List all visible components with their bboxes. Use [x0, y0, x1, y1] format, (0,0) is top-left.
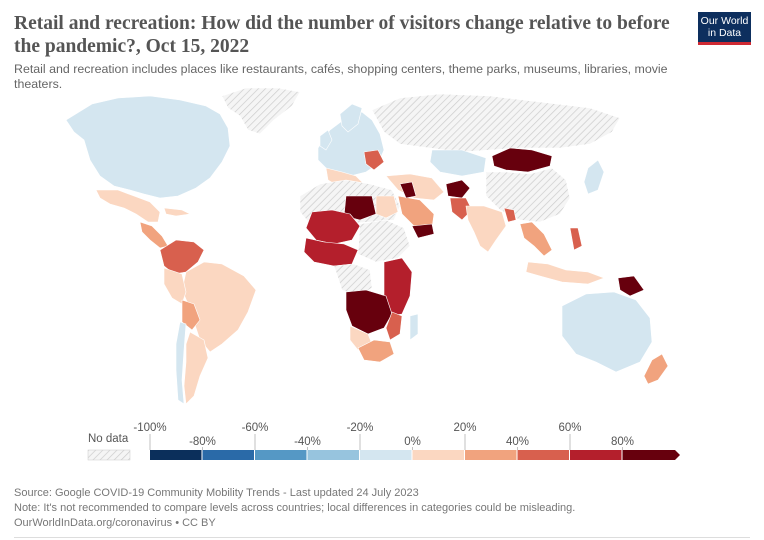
region-mexico[interactable]: [95, 189, 161, 223]
legend-tick-label: -100%: [133, 422, 166, 434]
region-venezuela-colombia[interactable]: [159, 239, 205, 275]
region-angola-zambia[interactable]: [345, 289, 393, 335]
legend-bins: [150, 450, 680, 460]
region-argentina[interactable]: [183, 331, 209, 405]
region-europe-east[interactable]: [363, 149, 385, 171]
region-mozambique[interactable]: [385, 311, 403, 341]
region-central-america[interactable]: [139, 221, 169, 249]
region-scandinavia[interactable]: [339, 103, 363, 133]
world-map: [65, 87, 669, 405]
region-yemen[interactable]: [411, 223, 435, 239]
legend-tick-label: -20%: [347, 422, 374, 434]
region-russia[interactable]: [371, 93, 621, 153]
region-egypt[interactable]: [375, 195, 399, 219]
legend-tick-label: 0%: [404, 436, 421, 448]
legend-tick-label: -60%: [242, 422, 269, 434]
owid-logo[interactable]: Our World in Data: [698, 12, 751, 45]
region-east-africa-north[interactable]: [357, 219, 411, 263]
region-south-africa[interactable]: [357, 339, 395, 363]
region-mongolia[interactable]: [491, 147, 553, 173]
region-afghanistan[interactable]: [445, 179, 471, 199]
region-greenland[interactable]: [221, 87, 301, 135]
region-madagascar[interactable]: [409, 313, 419, 341]
region-australia[interactable]: [561, 291, 653, 373]
legend-bin[interactable]: [255, 450, 307, 460]
region-north-america[interactable]: [65, 95, 231, 199]
legend-bin[interactable]: [307, 450, 360, 460]
legend-no-data-label: No data: [88, 433, 129, 445]
region-iraq[interactable]: [399, 181, 417, 199]
credit-link[interactable]: OurWorldInData.org/coronavirus • CC BY: [14, 517, 216, 529]
legend-bin[interactable]: [465, 450, 517, 460]
chart-header: Retail and recreation: How did the numbe…: [14, 12, 674, 92]
region-new-zealand[interactable]: [643, 353, 669, 385]
region-southeast-asia[interactable]: [519, 221, 553, 257]
region-philippines[interactable]: [569, 227, 583, 251]
color-legend: No data -100% -80% -60% -40% -20% 0% 20% 40% 60%…: [87, 422, 680, 461]
legend-no-data-swatch: [87, 449, 131, 461]
region-kazakhstan[interactable]: [429, 149, 487, 177]
region-bangladesh[interactable]: [503, 207, 517, 223]
region-bolivia[interactable]: [181, 299, 201, 331]
region-papua-new-guinea[interactable]: [617, 275, 645, 297]
region-caribbean[interactable]: [163, 207, 191, 217]
legend-tick-labels: -100% -80% -60% -40% -20% 0% 20% 40% 60% 80%: [133, 422, 634, 450]
region-india[interactable]: [465, 205, 507, 253]
region-indonesia[interactable]: [525, 261, 605, 285]
chart-footer: Source: Google COVID-19 Community Mobili…: [14, 486, 575, 531]
region-japan[interactable]: [583, 159, 605, 195]
legend-tick-label: 60%: [558, 422, 581, 434]
region-chile[interactable]: [175, 321, 187, 405]
legend-tick-label: 80%: [611, 436, 634, 448]
chart-title: Retail and recreation: How did the numbe…: [14, 13, 670, 57]
legend-bin[interactable]: [150, 450, 202, 460]
bottom-rule: [14, 537, 750, 538]
region-peru[interactable]: [163, 267, 187, 305]
region-uk[interactable]: [319, 129, 333, 151]
comparison-note: Note: It's not recommended to compare le…: [14, 502, 576, 514]
region-saudi-arabia[interactable]: [397, 195, 435, 229]
source-note: Source: Google COVID-19 Community Mobili…: [14, 487, 419, 499]
legend-tick-label: -40%: [294, 436, 321, 448]
region-turkey-iran[interactable]: [385, 173, 445, 201]
region-central-africa[interactable]: [333, 263, 373, 297]
region-mali-niger[interactable]: [305, 209, 361, 245]
legend-tick-label: 20%: [453, 422, 476, 434]
legend-tick-label: -80%: [189, 436, 216, 448]
chart-subtitle: Retail and recreation includes places li…: [14, 62, 668, 91]
legend-bin[interactable]: [570, 450, 622, 460]
legend-bin[interactable]: [517, 450, 570, 460]
legend-bin[interactable]: [622, 450, 681, 460]
legend-bin[interactable]: [412, 450, 465, 460]
legend-tick-label: 40%: [506, 436, 529, 448]
legend-bin[interactable]: [360, 450, 412, 460]
legend-bin[interactable]: [202, 450, 255, 460]
